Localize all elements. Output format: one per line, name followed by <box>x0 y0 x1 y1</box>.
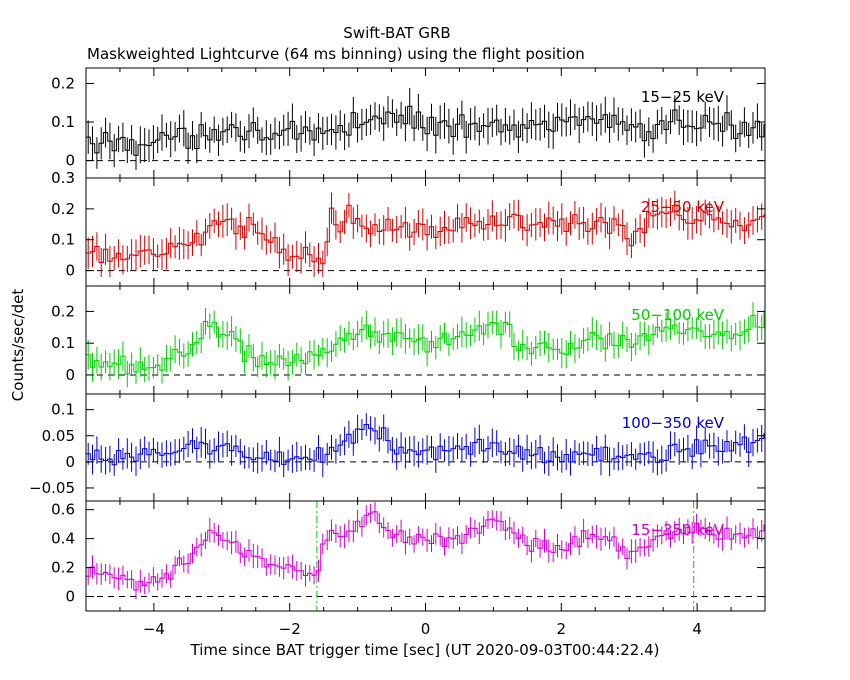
error-bars <box>87 87 763 170</box>
y-tick-label: 0.2 <box>51 200 75 218</box>
x-tick-label: 2 <box>557 620 567 638</box>
series-4 <box>86 501 765 600</box>
y-tick-label: 0.05 <box>42 427 75 445</box>
y-tick-label: 0 <box>65 588 75 606</box>
band-label: 25−50 keV <box>641 198 725 216</box>
y-tick-label: 0.1 <box>51 401 75 419</box>
y-tick-label: 0 <box>65 366 75 384</box>
lightcurve-line <box>86 511 765 591</box>
y-tick-label: 0.2 <box>51 74 75 92</box>
y-tick-label: 0 <box>65 152 75 170</box>
y-tick-label: 0.4 <box>51 530 75 548</box>
y-tick-label: −0.05 <box>29 479 75 497</box>
y-axis-label: Counts/sec/det <box>9 289 27 402</box>
error-bars <box>87 302 763 388</box>
chart-subtitle: Maskweighted Lightcurve (64 ms binning) … <box>87 45 585 63</box>
band-label: 50−100 keV <box>631 306 724 324</box>
chart-title: Swift-BAT GRB <box>343 24 450 42</box>
error-bars <box>87 413 763 478</box>
y-tick-label: 0 <box>65 262 75 280</box>
x-tick-label: −2 <box>279 620 301 638</box>
series-1 <box>86 190 765 278</box>
y-tick-label: 0.6 <box>51 501 75 519</box>
series-0 <box>86 87 765 170</box>
x-axis-tick-labels: −4 −2 0 2 4 <box>143 620 702 638</box>
panel-1: 0 0.1 0.2 0.3 25−50 keV <box>51 169 766 287</box>
y-tick-label: 0 <box>65 453 75 471</box>
error-bars <box>87 501 763 600</box>
panel-3: −0.05 0 0.05 0.1 100−350 keV <box>29 393 766 502</box>
band-label: 100−350 keV <box>622 414 725 432</box>
y-tick-label: 0.2 <box>51 302 75 320</box>
series-2 <box>86 302 765 388</box>
y-tick-label: 0.2 <box>51 559 75 577</box>
y-tick-label: 0.1 <box>51 113 75 131</box>
x-tick-label: 0 <box>421 620 431 638</box>
x-tick-label: −4 <box>143 620 165 638</box>
y-tick-label: 0.3 <box>51 169 75 187</box>
series-3 <box>86 413 765 478</box>
band-label: 15−25 keV <box>641 88 725 106</box>
error-bars <box>87 190 763 278</box>
panel-2: 0 0.1 0.2 50−100 keV <box>51 285 766 395</box>
x-tick-label: 4 <box>692 620 702 638</box>
band-label: 15−350 keV <box>631 521 724 539</box>
panel-0: 0 0.1 0.2 15−25 keV <box>51 67 766 179</box>
panel-4: 0 0.2 0.4 0.6 15−350 keV <box>51 500 766 612</box>
x-axis-label: Time since BAT trigger time [sec] (UT 20… <box>190 641 660 659</box>
y-tick-label: 0.1 <box>51 231 75 249</box>
y-tick-label: 0.1 <box>51 334 75 352</box>
